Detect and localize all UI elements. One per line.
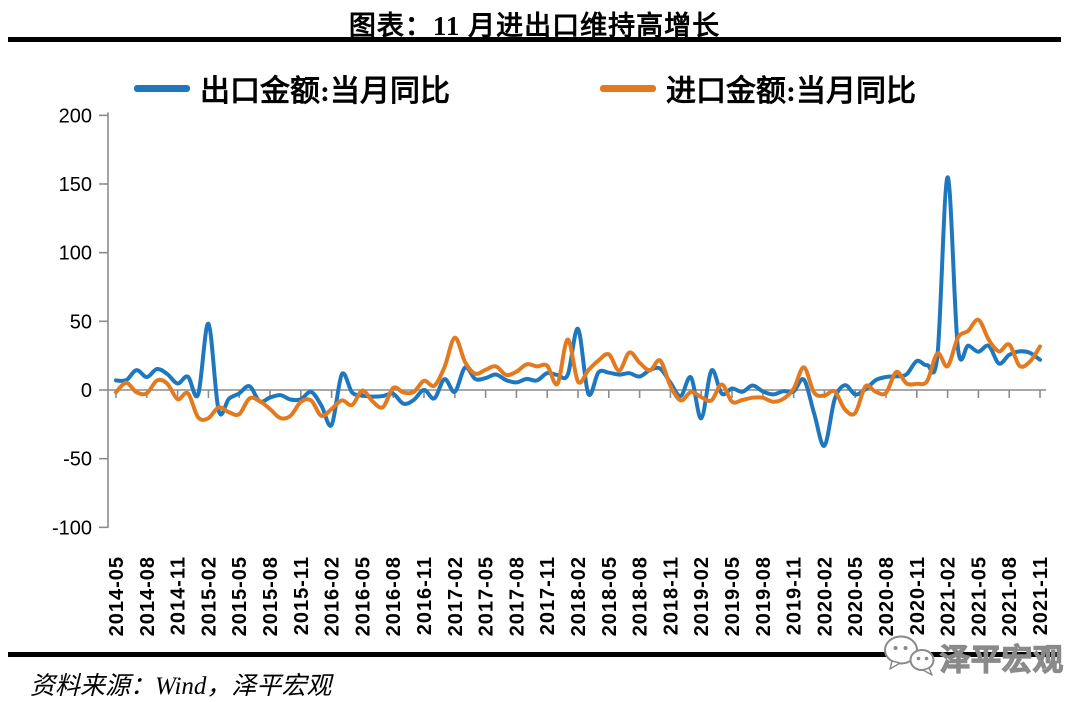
y-axis-label: 150 bbox=[59, 174, 92, 196]
bottom-divider-rule bbox=[8, 652, 1061, 657]
x-axis-label: 2016-02 bbox=[322, 556, 344, 636]
x-axis-label: 2021-05 bbox=[968, 556, 990, 636]
x-axis-label: 2014-05 bbox=[106, 556, 128, 636]
legend-item-import: 进口金额:当月同比 bbox=[600, 70, 916, 108]
x-axis-label: 2019-08 bbox=[753, 556, 775, 636]
export-series-line bbox=[114, 175, 1042, 448]
title-divider-rule bbox=[8, 37, 1061, 42]
x-axis-label: 2018-08 bbox=[630, 556, 652, 636]
x-axis-label: 2019-11 bbox=[784, 556, 806, 635]
x-axis-label: 2018-05 bbox=[599, 556, 621, 636]
x-axis-label: 2021-02 bbox=[938, 556, 960, 636]
x-axis-label: 2015-11 bbox=[291, 556, 313, 635]
y-axis-label: -100 bbox=[52, 517, 92, 539]
x-axis-label: 2014-08 bbox=[137, 556, 159, 636]
x-axis-label: 2020-11 bbox=[907, 556, 929, 635]
source-note: 资料来源：Wind，泽平宏观 bbox=[30, 673, 332, 700]
y-axis-label: 100 bbox=[59, 243, 92, 265]
wechat-bubbles-icon bbox=[884, 635, 935, 676]
x-axis-label: 2021-11 bbox=[1030, 556, 1052, 635]
x-axis-label: 2020-08 bbox=[876, 556, 898, 636]
import-line-swatch-icon bbox=[600, 84, 656, 92]
x-axis-label: 2016-05 bbox=[352, 556, 374, 636]
y-axis-label: 0 bbox=[81, 380, 92, 402]
x-axis-label: 2020-02 bbox=[814, 556, 836, 636]
x-axis-label: 2015-08 bbox=[260, 556, 282, 636]
legend-label-export: 出口金额:当月同比 bbox=[200, 75, 450, 108]
x-axis-label: 2017-05 bbox=[476, 556, 498, 636]
y-axis-label: 200 bbox=[59, 105, 92, 127]
x-axis-label: 2020-05 bbox=[845, 556, 867, 636]
x-axis-label: 2015-05 bbox=[229, 556, 251, 636]
watermark-brand-text: 泽平宏观 bbox=[940, 643, 1064, 677]
y-axis-label: 50 bbox=[70, 311, 92, 333]
x-axis-label: 2019-05 bbox=[722, 556, 744, 636]
export-line-swatch-icon bbox=[134, 84, 190, 92]
x-axis-label: 2016-08 bbox=[383, 556, 405, 636]
x-axis-label: 2017-11 bbox=[537, 556, 559, 635]
x-axis-label: 2018-11 bbox=[660, 556, 682, 635]
x-axis-label: 2017-02 bbox=[445, 556, 467, 636]
x-axis-label: 2016-11 bbox=[414, 556, 436, 635]
y-axis-label: -50 bbox=[63, 449, 92, 471]
watermark: 泽平宏观 bbox=[880, 632, 1065, 684]
x-axis-label: 2017-08 bbox=[506, 556, 528, 636]
page-title: 图表：11 月进出口维持高增长 bbox=[348, 11, 721, 41]
legend-label-import: 进口金额:当月同比 bbox=[666, 75, 916, 108]
x-axis-label: 2015-02 bbox=[198, 556, 220, 636]
import-series-line bbox=[114, 317, 1042, 422]
x-axis-label: 2019-02 bbox=[691, 556, 713, 636]
legend-item-export: 出口金额:当月同比 bbox=[134, 70, 450, 108]
x-axis-label: 2021-08 bbox=[999, 556, 1021, 636]
x-axis-label: 2014-11 bbox=[168, 556, 190, 635]
x-axis-label: 2018-02 bbox=[568, 556, 590, 636]
